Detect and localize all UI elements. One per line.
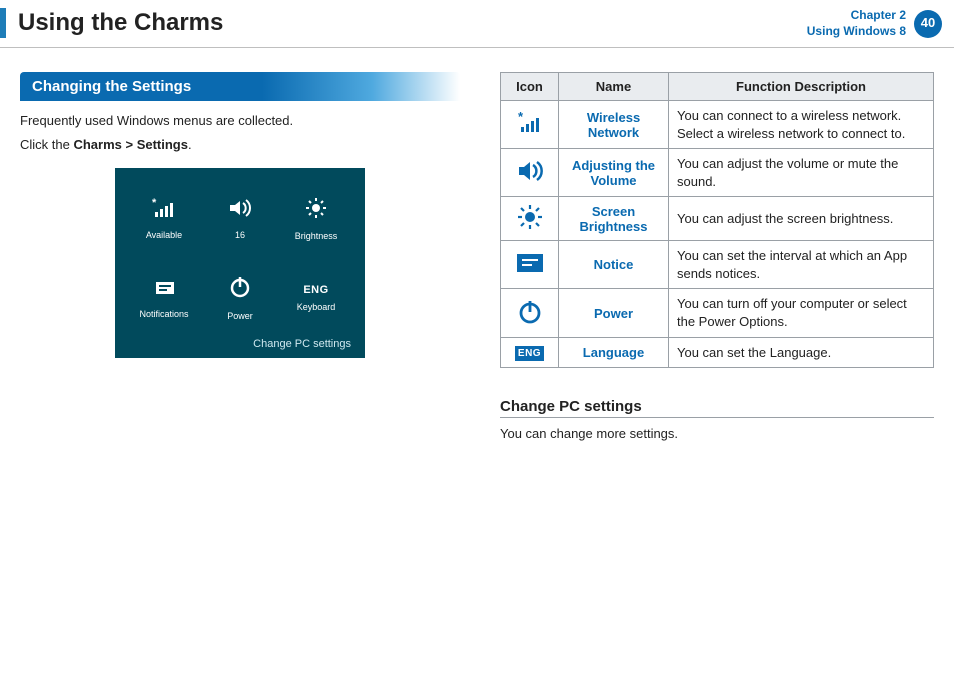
- cell-desc: You can connect to a wireless network. S…: [669, 101, 934, 149]
- table-row: Screen Brightness You can adjust the scr…: [501, 197, 934, 241]
- cell-icon-brightness: [501, 197, 559, 241]
- cell-name: Language: [559, 337, 669, 368]
- tile-label: Keyboard: [297, 302, 336, 312]
- settings-panel-grid: * Available: [129, 182, 351, 334]
- intro-line2: Click the Charms > Settings.: [20, 135, 460, 155]
- notice-icon: [517, 254, 543, 272]
- title-accent-rule: [0, 8, 6, 38]
- brightness-icon: [302, 196, 330, 225]
- tile-label: Notifications: [139, 309, 188, 319]
- th-desc: Function Description: [669, 73, 934, 101]
- language-icon: ENG: [303, 284, 328, 296]
- table-row: Power You can turn off your computer or …: [501, 289, 934, 337]
- tile-keyboard[interactable]: ENG Keyboard: [281, 261, 351, 334]
- cell-desc: You can adjust the volume or mute the so…: [669, 149, 934, 197]
- chapter-block: Chapter 2 Using Windows 8 40: [807, 8, 942, 39]
- cell-desc: You can set the Language.: [669, 337, 934, 368]
- cell-icon-volume: [501, 149, 559, 197]
- svg-text:*: *: [152, 197, 157, 209]
- panel-footer-link[interactable]: Change PC settings: [129, 334, 351, 350]
- header-bar: Using the Charms Chapter 2 Using Windows…: [0, 0, 954, 48]
- th-name: Name: [559, 73, 669, 101]
- intro-line2-prefix: Click the: [20, 137, 73, 152]
- notifications-icon: [150, 276, 178, 303]
- cell-icon-notice: [501, 241, 559, 289]
- cell-name: Adjusting the Volume: [559, 149, 669, 197]
- function-table: Icon Name Function Description *: [500, 72, 934, 368]
- intro-line2-suffix: .: [188, 137, 192, 152]
- cell-icon-wifi: *: [501, 101, 559, 149]
- tile-label: Available: [146, 230, 182, 240]
- chapter-line1: Chapter 2: [807, 8, 906, 24]
- page-title: Using the Charms: [18, 9, 223, 37]
- cell-desc: You can adjust the screen brightness.: [669, 197, 934, 241]
- cell-name: Wireless Network: [559, 101, 669, 149]
- left-column: Changing the Settings Frequently used Wi…: [20, 72, 460, 441]
- chapter-text: Chapter 2 Using Windows 8: [807, 8, 906, 39]
- brightness-icon: [515, 203, 545, 231]
- svg-text:*: *: [518, 111, 524, 124]
- tile-notifications[interactable]: Notifications: [129, 261, 199, 334]
- wifi-icon: *: [515, 111, 545, 135]
- chapter-line2: Using Windows 8: [807, 24, 906, 40]
- tile-power[interactable]: Power: [205, 261, 275, 334]
- tile-label: Brightness: [295, 231, 338, 241]
- power-icon: [516, 298, 544, 326]
- wifi-icon: *: [150, 197, 178, 224]
- cell-name: Power: [559, 289, 669, 337]
- table-row: * Wireless Network You can connect to a …: [501, 101, 934, 149]
- intro-line1: Frequently used Windows menus are collec…: [20, 111, 460, 131]
- tile-volume[interactable]: 16: [205, 182, 275, 255]
- section-heading: Changing the Settings: [20, 72, 460, 101]
- th-icon: Icon: [501, 73, 559, 101]
- settings-panel: * Available: [115, 168, 365, 358]
- cell-desc: You can set the interval at which an App…: [669, 241, 934, 289]
- power-icon: [227, 274, 253, 305]
- tile-available[interactable]: * Available: [129, 182, 199, 255]
- intro-line2-bold: Charms > Settings: [73, 137, 188, 152]
- page-number-badge: 40: [914, 10, 942, 38]
- volume-icon: [515, 159, 545, 183]
- language-icon: ENG: [515, 346, 544, 361]
- cell-name: Screen Brightness: [559, 197, 669, 241]
- tile-label: 16: [235, 230, 245, 240]
- volume-icon: [226, 197, 254, 224]
- table-row: Notice You can set the interval at which…: [501, 241, 934, 289]
- cell-name: Notice: [559, 241, 669, 289]
- table-row: ENG Language You can set the Language.: [501, 337, 934, 368]
- title-wrap: Using the Charms: [0, 8, 223, 38]
- cell-icon-language: ENG: [501, 337, 559, 368]
- right-column: Icon Name Function Description *: [500, 72, 934, 441]
- tile-brightness[interactable]: Brightness: [281, 182, 351, 255]
- subsection-heading: Change PC settings: [500, 398, 934, 418]
- subsection-body: You can change more settings.: [500, 426, 934, 441]
- cell-desc: You can turn off your computer or select…: [669, 289, 934, 337]
- content-area: Changing the Settings Frequently used Wi…: [0, 48, 954, 441]
- cell-icon-power: [501, 289, 559, 337]
- table-row: Adjusting the Volume You can adjust the …: [501, 149, 934, 197]
- table-header-row: Icon Name Function Description: [501, 73, 934, 101]
- tile-label: Power: [227, 311, 253, 321]
